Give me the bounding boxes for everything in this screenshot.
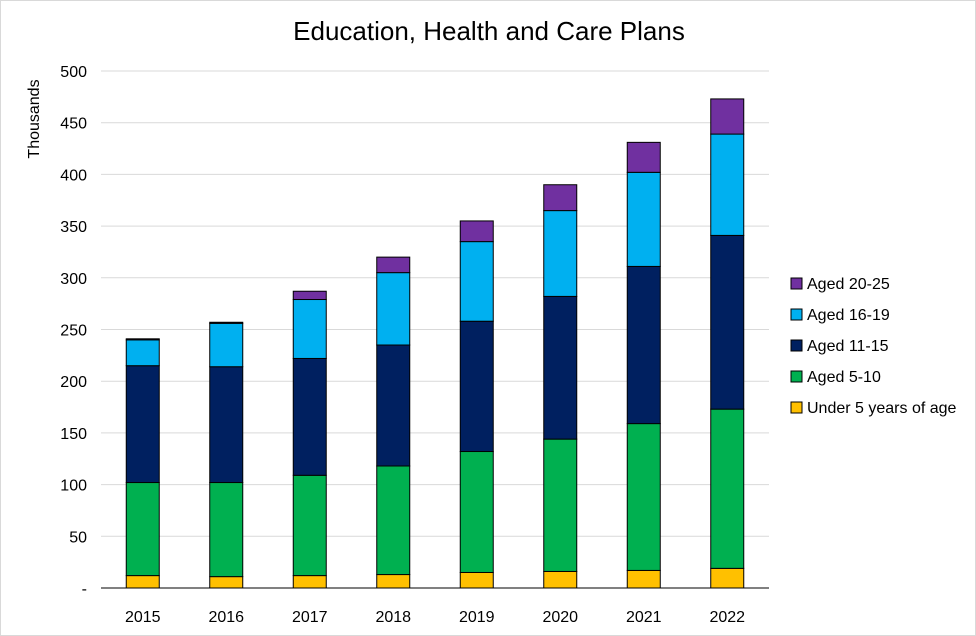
x-tick-label: 2019	[459, 609, 495, 626]
bar-segment	[125, 365, 160, 484]
bar-segment	[209, 576, 244, 589]
legend-swatch	[790, 370, 803, 383]
bar-segment	[543, 295, 578, 440]
bar-segment	[376, 272, 411, 346]
bar-segment	[626, 423, 661, 571]
x-tick-label: 2020	[542, 609, 578, 626]
legend-label: Under 5 years of age	[807, 400, 957, 417]
bar-segment	[543, 438, 578, 572]
y-tick-label: 350	[60, 219, 87, 236]
legend-label: Aged 16-19	[807, 307, 890, 324]
bar-segment	[710, 408, 745, 569]
bar-segment	[710, 567, 745, 589]
x-tick-label: 2022	[709, 609, 745, 626]
x-tick-label: 2017	[292, 609, 328, 626]
bar-segment	[292, 474, 327, 577]
bar-segment	[459, 241, 494, 322]
bar-segment	[459, 451, 494, 573]
bar-segment	[125, 575, 160, 589]
y-tick-label: -	[82, 581, 87, 598]
x-tick-label: 2018	[375, 609, 411, 626]
x-tick-label: 2015	[125, 609, 161, 626]
bar-segment	[209, 321, 244, 324]
y-tick-label: 450	[60, 116, 87, 133]
legend-label: Aged 5-10	[807, 369, 881, 386]
legend-swatch	[790, 339, 803, 352]
bar-segment	[292, 357, 327, 476]
bar-segment	[710, 133, 745, 236]
bar-segment	[125, 338, 160, 341]
bar-segment	[376, 574, 411, 589]
bar-segment	[543, 184, 578, 212]
y-tick-label: 100	[60, 478, 87, 495]
bar-segment	[459, 220, 494, 243]
bar-segment	[710, 234, 745, 410]
bar-segment	[626, 265, 661, 425]
bar-segment	[543, 570, 578, 589]
y-tick-label: 200	[60, 374, 87, 391]
bar-segment	[626, 141, 661, 173]
y-axis-title: Thousands	[26, 79, 43, 158]
y-tick-label: 250	[60, 323, 87, 340]
chart-title: Education, Health and Care Plans	[293, 16, 685, 46]
legend-swatch	[790, 401, 803, 414]
y-tick-label: 50	[69, 529, 87, 546]
bar-segment	[626, 569, 661, 589]
bar-segment	[292, 575, 327, 589]
bar-segment	[292, 290, 327, 301]
y-tick-label: 150	[60, 426, 87, 443]
bar-segment	[543, 210, 578, 297]
bar-segment	[376, 344, 411, 467]
legend-label: Aged 11-15	[807, 338, 889, 355]
bar-segment	[125, 482, 160, 577]
x-tick-label: 2021	[626, 609, 662, 626]
y-tick-label: 500	[60, 64, 87, 81]
axes: - 50 100 150 200 250 300 350 400 450 500 2015 2016 20…	[60, 64, 769, 626]
y-tick-label: 300	[60, 271, 87, 288]
bar-segment	[292, 299, 327, 359]
legend: Aged 20-25 Aged 16-19 Aged 11-15 Aged 5-10 U…	[790, 276, 957, 417]
bar-segment	[209, 366, 244, 484]
bar-segment	[125, 339, 160, 367]
bars	[125, 98, 745, 589]
bar-segment	[376, 256, 411, 274]
bar-segment	[209, 322, 244, 368]
x-tick-label: 2016	[208, 609, 244, 626]
bar-segment	[626, 171, 661, 267]
bar-segment	[209, 482, 244, 578]
gridlines	[101, 70, 769, 537]
bar-segment	[459, 320, 494, 453]
y-tick-label: 400	[60, 167, 87, 184]
bar-segment	[376, 465, 411, 576]
bar-segment	[710, 98, 745, 135]
legend-swatch	[790, 277, 803, 290]
bar-segment	[459, 571, 494, 589]
legend-swatch	[790, 308, 803, 321]
legend-label: Aged 20-25	[807, 276, 890, 293]
